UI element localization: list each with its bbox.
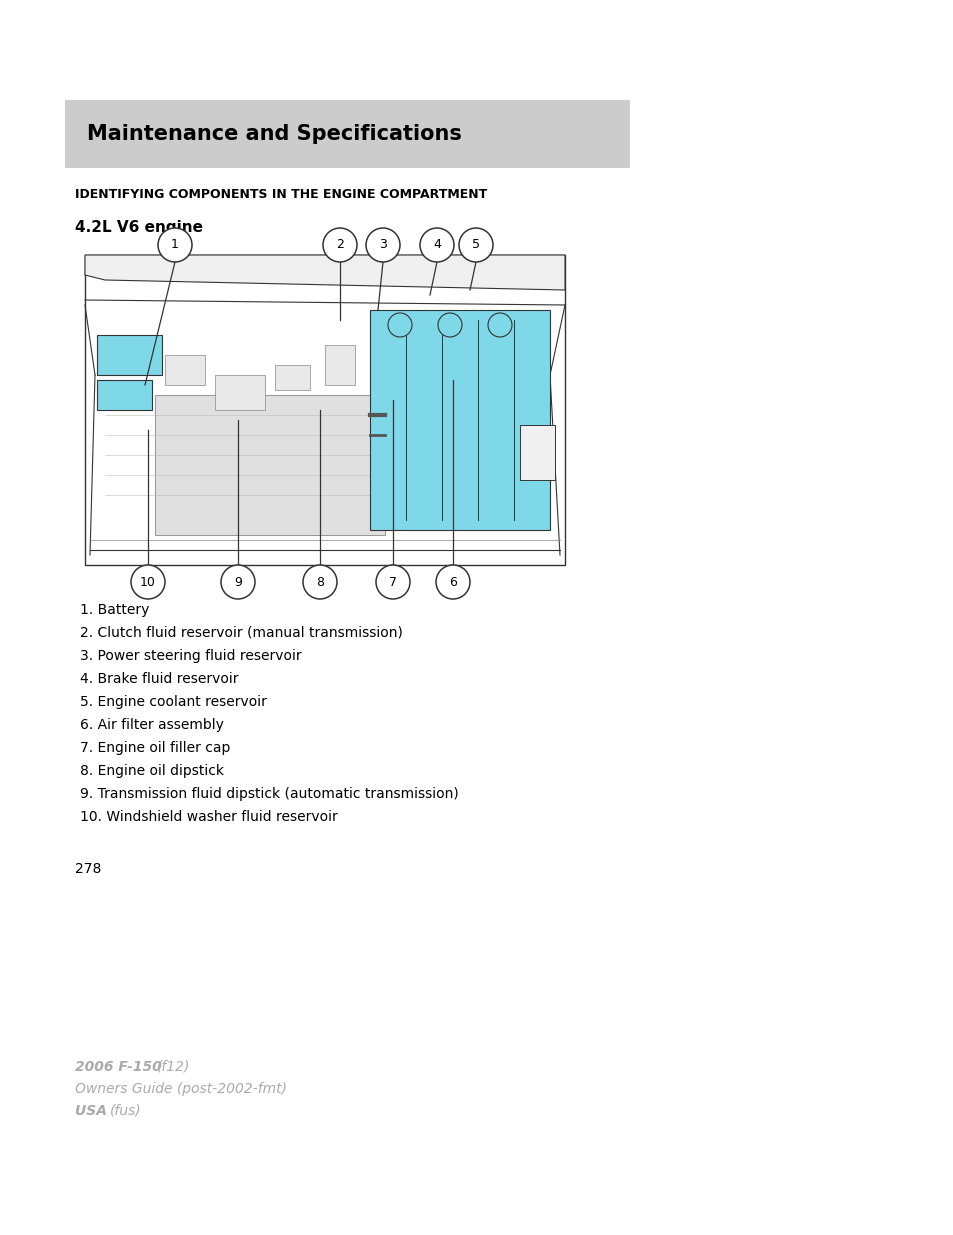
FancyBboxPatch shape [165, 354, 205, 385]
Text: 1. Battery: 1. Battery [80, 603, 150, 618]
Circle shape [375, 564, 410, 599]
Text: IDENTIFYING COMPONENTS IN THE ENGINE COMPARTMENT: IDENTIFYING COMPONENTS IN THE ENGINE COM… [75, 188, 487, 201]
Text: 6: 6 [449, 576, 456, 589]
Text: 3: 3 [378, 238, 387, 252]
Text: 278: 278 [75, 862, 101, 876]
Text: 10. Windshield washer fluid reservoir: 10. Windshield washer fluid reservoir [80, 810, 337, 824]
Circle shape [158, 228, 192, 262]
Circle shape [436, 564, 470, 599]
Text: Maintenance and Specifications: Maintenance and Specifications [87, 124, 461, 144]
FancyBboxPatch shape [97, 335, 162, 375]
FancyBboxPatch shape [97, 380, 152, 410]
FancyBboxPatch shape [154, 395, 385, 535]
Text: 2. Clutch fluid reservoir (manual transmission): 2. Clutch fluid reservoir (manual transm… [80, 626, 402, 640]
FancyBboxPatch shape [214, 375, 265, 410]
Circle shape [323, 228, 356, 262]
Text: 8. Engine oil dipstick: 8. Engine oil dipstick [80, 764, 224, 778]
Text: 7: 7 [389, 576, 396, 589]
Circle shape [388, 312, 412, 337]
FancyBboxPatch shape [325, 345, 355, 385]
Text: 6. Air filter assembly: 6. Air filter assembly [80, 718, 224, 732]
FancyBboxPatch shape [65, 100, 629, 168]
Text: 8: 8 [315, 576, 324, 589]
Circle shape [437, 312, 461, 337]
FancyBboxPatch shape [274, 366, 310, 390]
Text: 10: 10 [140, 576, 155, 589]
Text: 9. Transmission fluid dipstick (automatic transmission): 9. Transmission fluid dipstick (automati… [80, 787, 458, 802]
Text: USA: USA [75, 1104, 112, 1118]
Text: Owners Guide (post-2002-fmt): Owners Guide (post-2002-fmt) [75, 1082, 287, 1095]
Polygon shape [85, 254, 564, 290]
FancyBboxPatch shape [85, 254, 564, 564]
Text: 9: 9 [233, 576, 242, 589]
Circle shape [221, 564, 254, 599]
Circle shape [488, 312, 512, 337]
Circle shape [419, 228, 454, 262]
Text: 2006 F-150: 2006 F-150 [75, 1060, 167, 1074]
Text: (fus): (fus) [110, 1104, 141, 1118]
Circle shape [303, 564, 336, 599]
Circle shape [131, 564, 165, 599]
Text: 3. Power steering fluid reservoir: 3. Power steering fluid reservoir [80, 650, 301, 663]
Text: 4: 4 [433, 238, 440, 252]
Text: (f12): (f12) [157, 1060, 191, 1074]
Circle shape [458, 228, 493, 262]
Circle shape [366, 228, 399, 262]
Text: 5: 5 [472, 238, 479, 252]
FancyBboxPatch shape [370, 310, 550, 530]
Text: 7. Engine oil filler cap: 7. Engine oil filler cap [80, 741, 230, 755]
Text: 5. Engine coolant reservoir: 5. Engine coolant reservoir [80, 695, 267, 709]
Text: 4. Brake fluid reservoir: 4. Brake fluid reservoir [80, 672, 238, 685]
Text: 1: 1 [171, 238, 179, 252]
Text: 2: 2 [335, 238, 344, 252]
FancyBboxPatch shape [519, 425, 555, 480]
Text: 4.2L V6 engine: 4.2L V6 engine [75, 220, 203, 235]
